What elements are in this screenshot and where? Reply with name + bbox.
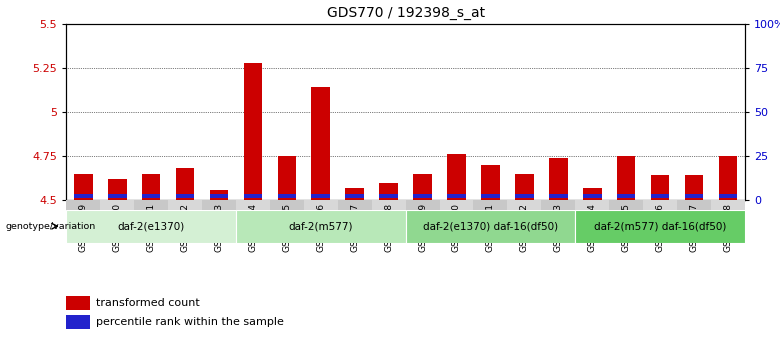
Bar <box>576 200 609 240</box>
Bar <box>168 200 202 240</box>
Bar <box>66 210 236 243</box>
Bar <box>176 168 194 200</box>
Text: GSM28401: GSM28401 <box>486 203 495 252</box>
Bar <box>406 200 440 240</box>
Bar <box>718 156 737 200</box>
Bar <box>617 195 636 198</box>
Bar <box>311 194 330 198</box>
Bar <box>481 165 500 200</box>
Bar <box>643 200 677 240</box>
Bar <box>278 156 296 200</box>
Bar <box>440 200 473 240</box>
Bar <box>108 179 126 200</box>
Bar <box>142 174 161 200</box>
Bar <box>379 195 398 198</box>
Title: GDS770 / 192398_s_at: GDS770 / 192398_s_at <box>327 6 484 20</box>
Bar <box>718 194 737 198</box>
Bar <box>176 195 194 198</box>
Bar <box>583 195 601 198</box>
Text: GSM28406: GSM28406 <box>655 203 665 252</box>
Text: GSM28407: GSM28407 <box>690 203 699 252</box>
Text: transformed count: transformed count <box>96 298 200 308</box>
Text: GSM28392: GSM28392 <box>180 203 190 252</box>
Bar <box>142 195 161 198</box>
Text: GSM28397: GSM28397 <box>350 203 360 253</box>
Bar <box>413 194 432 198</box>
Bar <box>406 210 576 243</box>
Bar <box>447 154 466 200</box>
Text: daf-2(m577): daf-2(m577) <box>289 222 353 232</box>
Bar <box>583 188 601 200</box>
Text: GSM28405: GSM28405 <box>622 203 631 252</box>
Bar <box>346 188 364 200</box>
Bar <box>711 200 745 240</box>
Text: GSM28399: GSM28399 <box>418 203 427 253</box>
Bar <box>549 195 568 198</box>
Text: GSM28398: GSM28398 <box>384 203 393 253</box>
Bar <box>379 183 398 200</box>
Bar <box>270 200 304 240</box>
Bar <box>202 200 236 240</box>
Text: GSM28393: GSM28393 <box>215 203 224 253</box>
Text: GSM28394: GSM28394 <box>248 203 257 252</box>
Bar <box>210 189 229 200</box>
Bar <box>210 195 229 198</box>
Bar <box>236 200 270 240</box>
Text: GSM28404: GSM28404 <box>587 203 597 252</box>
Bar <box>685 194 704 198</box>
Bar <box>651 195 669 198</box>
Text: GSM28389: GSM28389 <box>79 203 88 253</box>
Bar <box>685 176 704 200</box>
Bar <box>74 174 93 200</box>
Bar <box>346 195 364 198</box>
Text: genotype/variation: genotype/variation <box>5 222 96 231</box>
Text: daf-2(m577) daf-16(df50): daf-2(m577) daf-16(df50) <box>594 222 726 232</box>
Bar <box>236 210 406 243</box>
Text: GSM28396: GSM28396 <box>316 203 325 253</box>
Text: GSM28400: GSM28400 <box>452 203 461 252</box>
Bar <box>338 200 372 240</box>
Text: daf-2(e1370) daf-16(df50): daf-2(e1370) daf-16(df50) <box>423 222 558 232</box>
Text: daf-2(e1370): daf-2(e1370) <box>118 222 185 232</box>
Bar <box>66 315 90 329</box>
Bar <box>549 158 568 200</box>
Text: GSM28395: GSM28395 <box>282 203 292 253</box>
Bar <box>311 88 330 200</box>
Bar <box>108 195 126 198</box>
Bar <box>447 194 466 198</box>
Bar <box>677 200 711 240</box>
Bar <box>304 200 338 240</box>
Bar <box>101 200 134 240</box>
Bar <box>371 200 406 240</box>
Bar <box>243 63 262 200</box>
Bar <box>515 195 534 198</box>
Bar <box>134 200 168 240</box>
Bar <box>515 174 534 200</box>
Bar <box>481 194 500 198</box>
Bar <box>651 176 669 200</box>
Text: GSM28402: GSM28402 <box>519 203 529 252</box>
Bar <box>576 210 745 243</box>
Text: GSM28403: GSM28403 <box>554 203 563 252</box>
Bar <box>507 200 541 240</box>
Bar <box>66 296 90 310</box>
Text: GSM28408: GSM28408 <box>723 203 732 252</box>
Text: GSM28391: GSM28391 <box>147 203 156 253</box>
Bar <box>66 200 101 240</box>
Text: percentile rank within the sample: percentile rank within the sample <box>96 317 283 327</box>
Bar <box>413 174 432 200</box>
Bar <box>541 200 576 240</box>
Bar <box>278 194 296 198</box>
Bar <box>243 195 262 198</box>
Bar <box>74 194 93 198</box>
Bar <box>617 156 636 200</box>
Bar <box>609 200 643 240</box>
Bar <box>473 200 508 240</box>
Text: GSM28390: GSM28390 <box>112 203 122 253</box>
